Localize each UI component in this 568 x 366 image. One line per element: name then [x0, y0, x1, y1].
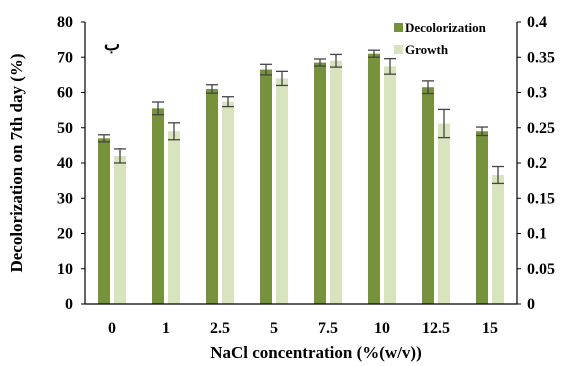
bar-growth — [438, 123, 450, 305]
y-tick-label: 40 — [57, 155, 73, 172]
y2-tick-label: 0.15 — [527, 190, 555, 207]
y2-tick-label: 0.2 — [527, 155, 547, 172]
bar-growth — [168, 131, 180, 304]
bar-growth — [330, 60, 342, 305]
bar-growth — [492, 174, 504, 304]
left-axis-ticks: 0 10 20 30 40 50 60 70 80 — [57, 14, 85, 313]
bar-growth — [114, 155, 126, 304]
y2-tick-label: 0.25 — [527, 120, 555, 137]
bar-decolorization — [368, 53, 380, 304]
y-tick-label: 70 — [57, 49, 73, 66]
legend-swatch — [394, 45, 403, 54]
y2-tick-label: 0.05 — [527, 261, 555, 278]
y2-tick-label: 0.1 — [527, 226, 547, 243]
bar-growth — [222, 101, 234, 304]
y-tick-label: 50 — [57, 120, 73, 137]
bar-decolorization — [422, 87, 434, 305]
x-tick-label: 1 — [162, 320, 170, 337]
legend-swatch — [394, 23, 403, 32]
y-tick-label: 10 — [57, 261, 73, 278]
bar-decolorization — [260, 69, 272, 305]
legend: Decolorization Growth — [394, 20, 487, 57]
legend-label: Growth — [405, 42, 449, 57]
bar-decolorization — [314, 62, 326, 304]
x-tick-label: 15 — [482, 320, 498, 337]
x-axis-title: NaCl concentration (%(w/v)) — [210, 343, 422, 362]
y-tick-label: 60 — [57, 85, 73, 102]
legend-label: Decolorization — [405, 20, 487, 35]
y2-tick-label: 0.4 — [527, 14, 547, 31]
y-tick-label: 0 — [65, 296, 73, 313]
x-tick-label: 10 — [374, 320, 390, 337]
x-tick-label: 0 — [108, 320, 116, 337]
bar-decolorization — [206, 88, 218, 304]
y2-tick-label: 0 — [527, 296, 535, 313]
error-bar-group — [98, 49, 504, 185]
y-tick-label: 80 — [57, 14, 73, 31]
bar-decolorization — [98, 138, 110, 304]
bar-decolorization — [152, 108, 164, 304]
bar-growth — [276, 78, 288, 305]
panel-label: ب — [104, 35, 120, 54]
right-axis-ticks: 0 0.05 0.1 0.15 0.2 0.25 0.3 0.35 0.4 — [517, 14, 555, 313]
x-tick-label: 7.5 — [318, 320, 338, 337]
x-axis-ticks: 0 1 2.5 5 7.5 10 12.5 15 — [108, 320, 498, 337]
x-tick-label: 2.5 — [210, 320, 230, 337]
bar-growth — [384, 66, 396, 304]
x-tick-label: 5 — [270, 320, 278, 337]
bar-decolorization — [476, 131, 488, 304]
y-tick-label: 30 — [57, 190, 73, 207]
y-axis-title: Decolorization on 7th day (%) — [7, 53, 26, 272]
y-tick-label: 20 — [57, 226, 73, 243]
bar-group — [98, 53, 504, 305]
y2-tick-label: 0.35 — [527, 49, 555, 66]
x-tick-label: 12.5 — [422, 320, 450, 337]
y2-tick-label: 0.3 — [527, 85, 547, 102]
